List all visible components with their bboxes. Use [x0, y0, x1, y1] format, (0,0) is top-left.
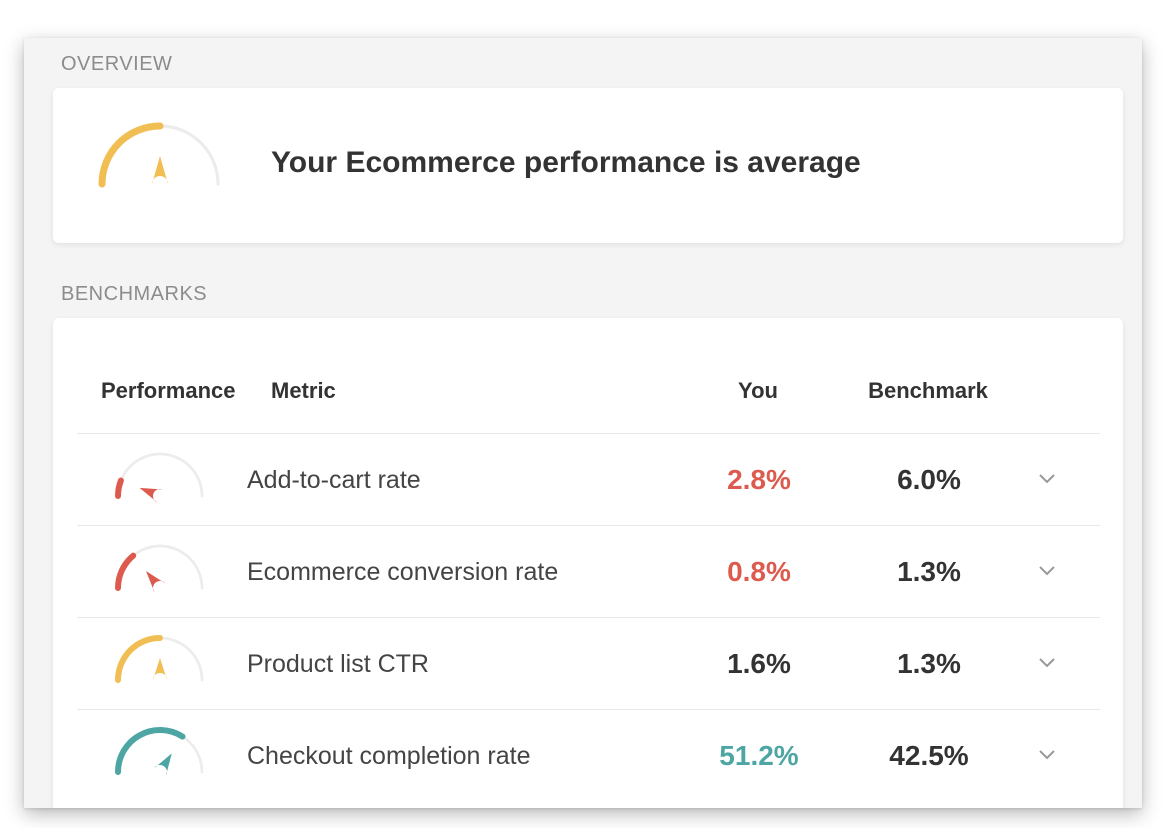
overview-card: Your Ecommerce performance is average [53, 88, 1123, 243]
gauge-needle [139, 487, 163, 503]
you-value: 1.6% [727, 648, 791, 679]
benchmark-value: 1.3% [897, 556, 961, 587]
gauge-fill [98, 122, 164, 188]
gauge-needle [145, 571, 166, 593]
table-header: Performance Metric You Benchmark [53, 378, 1123, 408]
gauge-fill [115, 477, 124, 499]
metric-name: Ecommerce conversion rate [247, 558, 559, 586]
gauge-needle [154, 753, 172, 776]
chevron-down-icon[interactable] [1037, 564, 1057, 578]
table-row[interactable]: Ecommerce conversion rate 0.8% 1.3% [77, 525, 1100, 617]
benchmarks-section-label: BENCHMARKS [61, 283, 208, 305]
overview-panel: OVERVIEW Your Ecommerce performance is a… [24, 38, 1142, 808]
table-row[interactable]: Product list CTR 1.6% 1.3% [77, 617, 1100, 709]
benchmark-rows: Add-to-cart rate 2.8% 6.0% Ecommerce con… [77, 433, 1100, 801]
gauge-hub [156, 492, 164, 500]
metric-name: Checkout completion rate [247, 742, 531, 770]
gauge-track [116, 452, 204, 498]
gauge-needle [153, 658, 167, 680]
overview-section-label: OVERVIEW [61, 53, 173, 75]
gauge-hub [156, 180, 164, 188]
gauge-hub [156, 768, 164, 776]
benchmark-value: 6.0% [897, 464, 961, 495]
you-value: 0.8% [727, 556, 791, 587]
you-value: 51.2% [719, 740, 799, 771]
gauge-hub [156, 584, 164, 592]
chevron-down-icon[interactable] [1037, 656, 1057, 670]
gauge-icon [115, 452, 204, 503]
header-benchmark: Benchmark [868, 378, 988, 403]
gauge-hub [156, 676, 164, 684]
gauge-icon [98, 122, 220, 188]
gauge-fill [115, 727, 186, 775]
header-performance: Performance [101, 378, 236, 403]
metric-name: Product list CTR [247, 650, 429, 678]
header-metric: Metric [271, 378, 336, 403]
gauge-needle [152, 156, 168, 184]
benchmark-value: 1.3% [897, 648, 961, 679]
benchmark-value: 42.5% [889, 740, 969, 771]
gauge-icon [115, 635, 204, 684]
table-row[interactable]: Checkout completion rate 51.2% 42.5% [77, 709, 1100, 801]
benchmarks-card: Performance Metric You Benchmark Add-to-… [53, 318, 1123, 808]
gauge-fill [115, 635, 163, 683]
gauge-track [116, 544, 204, 590]
metric-name: Add-to-cart rate [247, 466, 421, 494]
chevron-down-icon[interactable] [1037, 472, 1057, 486]
gauge-icon [115, 544, 204, 593]
you-value: 2.8% [727, 464, 791, 495]
chevron-down-icon[interactable] [1037, 748, 1057, 762]
gauge-track [116, 728, 204, 774]
table-row[interactable]: Add-to-cart rate 2.8% 6.0% [77, 433, 1100, 525]
gauge-icon [115, 727, 204, 776]
gauge-fill [115, 552, 137, 591]
header-you: You [738, 378, 778, 403]
overview-message: Your Ecommerce performance is average [271, 146, 861, 179]
